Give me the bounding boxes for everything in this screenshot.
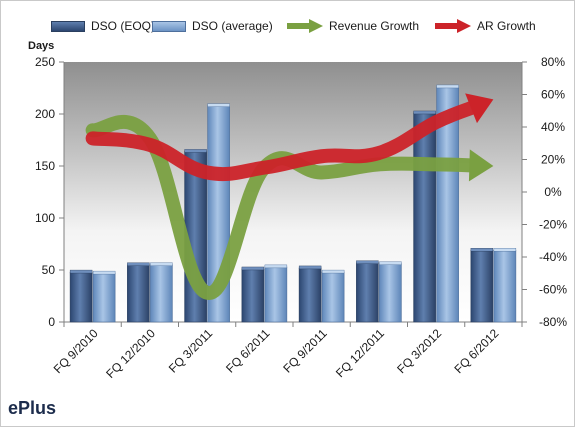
legend-label-ar-growth: AR Growth [477,19,536,33]
bar-top-dso-eoq [298,265,322,270]
bar-top-dso-average [92,270,116,275]
bar-dso-eoq [356,262,379,323]
bar-top-dso-eoq [356,260,379,264]
bar-dso-eoq [127,264,150,323]
bar-top-dso-eoq [184,149,207,153]
bar-dso-eoq [241,268,265,323]
y-tick-label-left: 200 [35,107,55,121]
legend-label-revenue-growth: Revenue Growth [329,19,420,33]
bar-dso-eoq [298,267,322,323]
x-tick-label: FQ 9/2011 [280,326,330,376]
x-tick-label: FQ 6/2011 [223,326,273,376]
y-tick-label-right: -80% [539,315,567,329]
y-tick-label-right: -20% [539,218,567,232]
bar-dso-average [92,272,116,323]
bar-top-dso-eoq [470,248,494,252]
bar-top-dso-eoq [69,269,93,274]
legend-item-ar-growth: AR Growth [435,17,536,35]
legend-arrow-ar-growth [435,19,471,33]
legend-label-dso-average: DSO (average) [192,19,273,33]
legend-item-dso-average: DSO (average) [152,17,273,35]
bar-top-dso-average [493,248,517,252]
bar-dso-eoq [69,271,93,323]
bar-top-dso-average [321,269,345,274]
company-name: ePlus [8,398,57,418]
bar-dso-average [150,264,173,323]
bar-dso-average [493,249,517,323]
x-tick-label: FQ 3/2011 [166,326,216,376]
bar-top-dso-average [207,103,230,107]
arrowhead-revenue-growth [468,149,494,182]
bar-dso-average [264,266,288,323]
bar-dso-eoq [470,249,494,323]
y-tick-label-left: 50 [42,263,56,277]
y-tick-label-right: 60% [541,88,565,102]
x-tick-label: FQ 12/2011 [333,326,387,380]
x-tick-label: FQ 6/2012 [452,326,502,376]
bar-top-dso-average [264,264,288,269]
bar-top-dso-average [436,84,459,89]
y-tick-label-left: 0 [48,315,55,329]
line-ar-growth [85,99,484,182]
x-tick-label: FQ 12/2010 [103,326,158,381]
y-tick-label-right: 40% [541,120,565,134]
y-tick-label-right: -40% [539,250,567,264]
bar-top-dso-eoq [127,262,150,266]
y-tick-label-right: 20% [541,153,565,167]
legend-label-dso-eoq: DSO (EOQ) [91,19,156,33]
legend-swatch-dso-average [152,20,186,32]
y-tick-label-right: 80% [541,55,565,69]
legend-item-dso-eoq: DSO (EOQ) [51,17,155,35]
bar-top-dso-average [150,262,173,266]
y-tick-label-left: 250 [35,55,55,69]
x-tick-label: FQ 3/2012 [394,326,444,376]
y-tick-label-right: 0% [544,185,562,199]
x-tick-label: FQ 9/2010 [51,326,101,376]
y-tick-label-left: 100 [35,211,55,225]
bar-dso-average [321,271,345,323]
arrowhead-ar-growth [465,93,494,124]
bar-top-dso-average [379,261,402,265]
y-tick-label-left: 150 [35,159,55,173]
bar-top-dso-eoq [413,110,436,115]
legend-item-revenue-growth: Revenue Growth [287,17,419,35]
bar-dso-average [379,263,402,323]
y-axis-title: Days [28,40,55,52]
y-tick-label-right: -60% [539,283,567,297]
legend-arrow-revenue-growth [287,19,323,33]
chart-legend: DSO (EOQ) DSO (average) Revenue Growth A… [0,17,575,35]
bar-top-dso-eoq [241,266,265,271]
bar-dso-eoq [413,112,436,323]
legend-swatch-dso-eoq [51,20,85,32]
